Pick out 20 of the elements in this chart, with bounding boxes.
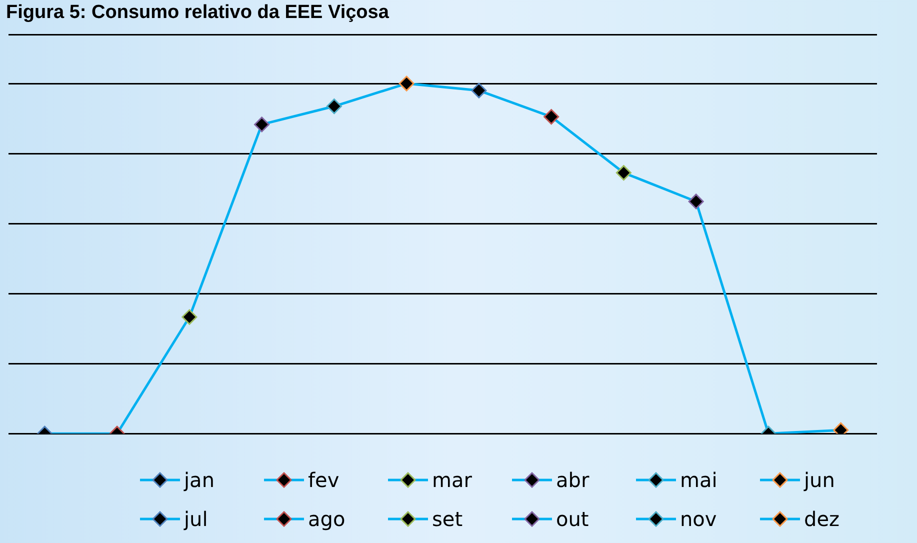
text: jun [804, 468, 835, 492]
point [544, 109, 560, 125]
chart-title: Figura 5: Consumo relativo da EEE Viçosa [6, 2, 389, 24]
point [616, 165, 632, 181]
text: mai [680, 468, 718, 492]
point [688, 194, 704, 210]
text: mar [432, 468, 472, 492]
text: nov [680, 506, 717, 530]
point [254, 116, 270, 132]
text: out [556, 506, 589, 530]
text: abr [556, 468, 590, 492]
text: ago [308, 506, 346, 530]
point [326, 98, 342, 114]
text: dez [804, 506, 840, 530]
text: set [432, 506, 463, 530]
point [398, 76, 414, 92]
point [471, 82, 487, 98]
text: jul [184, 506, 208, 530]
text: jan [184, 468, 214, 492]
text: fev [308, 468, 340, 492]
